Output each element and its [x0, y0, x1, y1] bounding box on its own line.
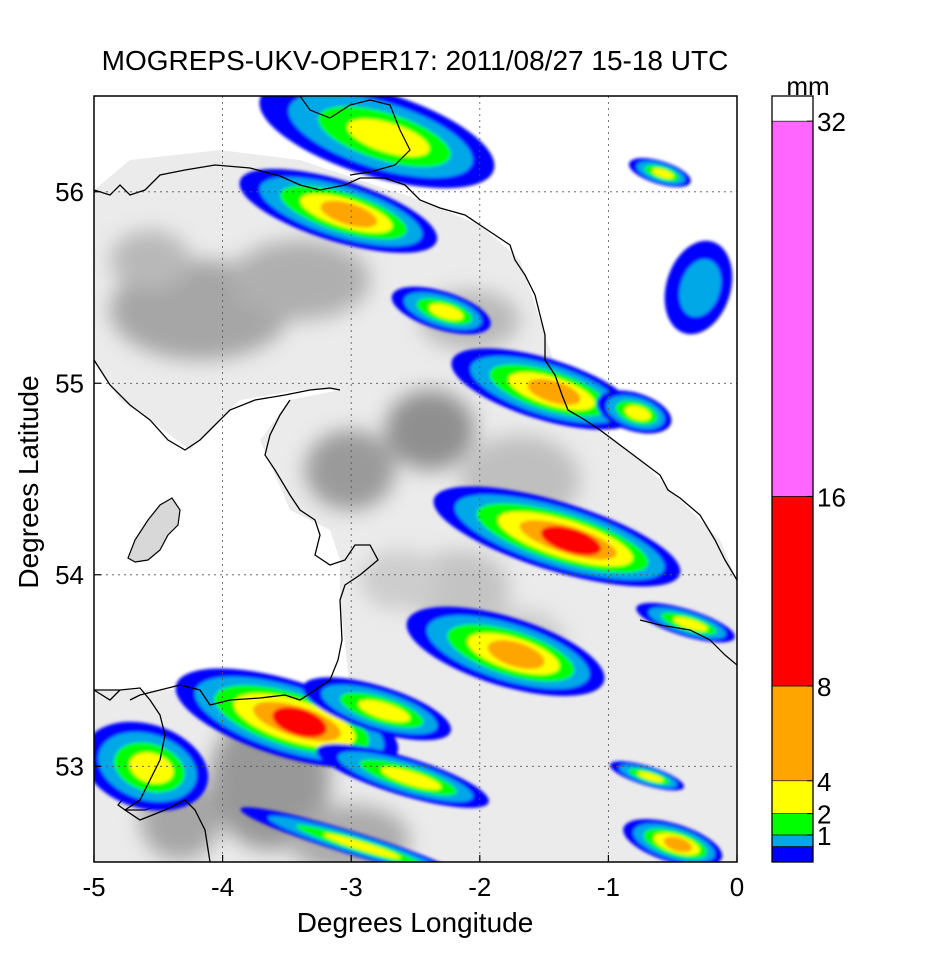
precip-contour	[320, 200, 378, 228]
isle-of-man	[127, 497, 181, 563]
colorbar-segment	[771, 120, 814, 497]
coastline-north	[299, 96, 411, 176]
precip-contour	[358, 700, 410, 722]
y-tick-label: 55	[55, 368, 84, 398]
y-tick-label: 54	[55, 560, 84, 590]
colorbar-frame	[771, 95, 814, 863]
precip-contour	[679, 259, 721, 317]
x-axis-ticks: -5 -4 -3 -2 -1 0	[82, 855, 744, 902]
precip-contour	[272, 707, 327, 738]
colorbar-label: 2	[817, 800, 831, 830]
colorbar-segment	[771, 813, 814, 836]
colorbar-segment	[771, 496, 814, 687]
colorbar-label: 16	[817, 482, 846, 512]
colorbar-unit: mm	[786, 71, 829, 101]
precip-contour	[637, 771, 664, 782]
colorbar-segment	[771, 685, 814, 782]
x-axis-label: Degrees Longitude	[297, 907, 534, 938]
coastline-humber	[639, 619, 737, 666]
colorbar-segment	[771, 846, 814, 863]
precip-contour	[428, 303, 464, 321]
x-tick-label: -1	[597, 872, 620, 902]
colorbar-label: 8	[817, 672, 831, 702]
precip-contour	[540, 526, 601, 556]
x-tick-label: -2	[468, 872, 491, 902]
x-tick-label: 0	[730, 872, 744, 902]
x-tick-label: -3	[340, 872, 363, 902]
grid-lines	[94, 96, 737, 862]
x-tick-label: -5	[82, 872, 105, 902]
x-tick-label: -4	[211, 872, 234, 902]
precip-contour	[527, 378, 581, 406]
precip-contour	[673, 617, 708, 631]
precip-contour	[663, 836, 693, 853]
y-tick-label: 53	[55, 751, 84, 781]
y-tick-label: 56	[55, 177, 84, 207]
coastline	[94, 164, 737, 581]
colorbar-segment	[771, 95, 814, 122]
precip-contour	[381, 767, 442, 790]
precip-contour	[624, 405, 651, 421]
colorbar-label: 1	[817, 821, 831, 851]
colorbar-label: 32	[817, 107, 846, 137]
colorbar: 124 8 16 32	[771, 95, 846, 863]
precip-contour	[652, 168, 674, 179]
precip-contour	[487, 640, 545, 669]
colorbar-segment	[771, 780, 814, 814]
map-title: MOGREPS-UKV-OPER17: 2011/08/27 15-18 UTC	[102, 45, 729, 76]
precip-contour	[129, 752, 174, 784]
coastline-wales	[94, 687, 211, 862]
precipitation-field	[94, 96, 735, 862]
y-axis-label: Degrees Latitude	[13, 375, 44, 588]
y-axis-ticks: 53 54 55 56	[55, 177, 101, 781]
colorbar-label: 4	[817, 767, 831, 797]
precip-contour	[323, 833, 401, 859]
coastline-west	[94, 359, 379, 706]
colorbar-segment	[771, 834, 814, 847]
plot-frame	[93, 95, 738, 863]
